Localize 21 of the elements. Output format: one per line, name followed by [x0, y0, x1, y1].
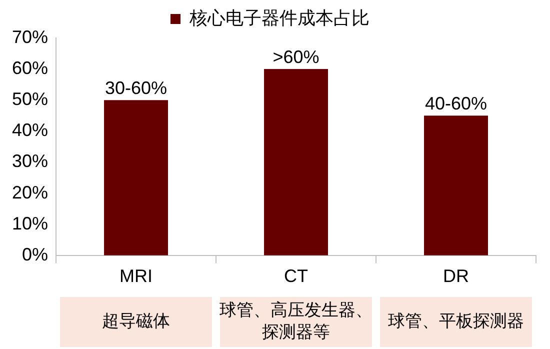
- text: 超导磁体: [102, 312, 170, 331]
- y-tick-label: 70%: [12, 26, 48, 47]
- text: 球管、高压发生器、探测器等: [220, 300, 373, 342]
- legend-label: 核心电子器件成本占比: [188, 8, 370, 28]
- x-tick-label: CT: [284, 266, 308, 286]
- y-tick-label: 40%: [12, 120, 48, 140]
- x-tick-label: DR: [443, 266, 470, 286]
- annotation: 30-60%: [105, 78, 168, 98]
- y-tick-label: 30%: [12, 151, 48, 172]
- y-tick-label: 60%: [12, 58, 48, 78]
- annotation: >60%: [272, 47, 320, 68]
- bar: [264, 69, 328, 256]
- x-tick-label: MRI: [120, 266, 153, 286]
- y-tick-label: 50%: [12, 89, 48, 110]
- bar: [424, 116, 488, 256]
- annotation: 40-60%: [424, 94, 488, 114]
- bar: [104, 100, 168, 256]
- y-tick-label: 0%: [22, 244, 48, 264]
- y-tick-label: 20%: [12, 182, 48, 202]
- text: 球管、平板探测器: [388, 312, 524, 331]
- y-tick-label: 10%: [12, 213, 48, 234]
